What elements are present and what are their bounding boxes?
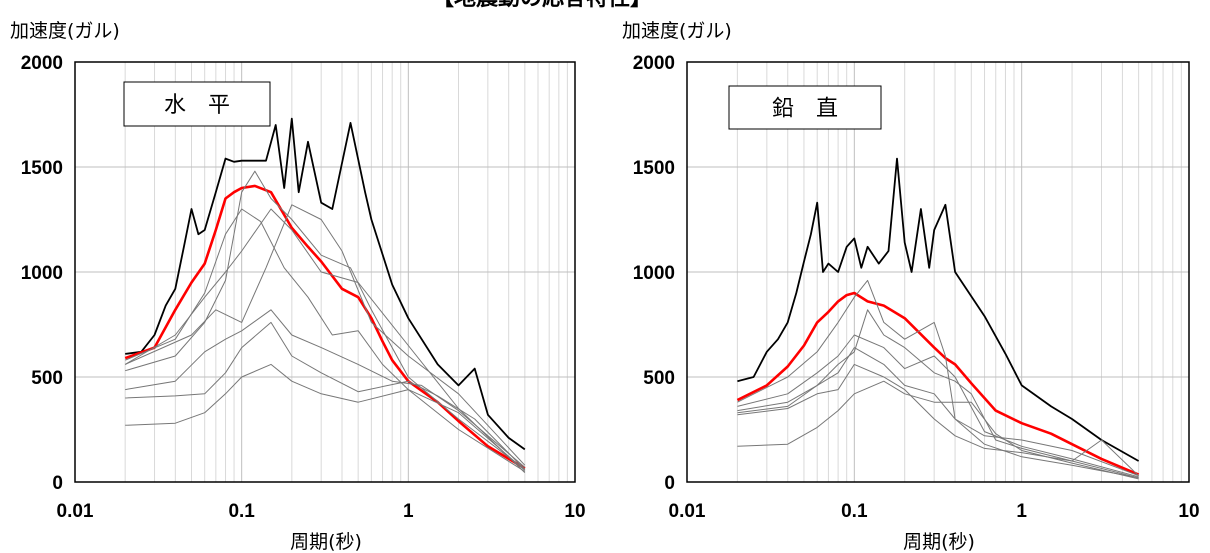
y-axis-label: 加速度(ガル) [10, 20, 120, 42]
y-tick-label: 1000 [633, 263, 675, 284]
series-line-envelope-1 [125, 117, 526, 451]
panel-label: 鉛 直 [772, 97, 838, 122]
series-line-wave-5 [124, 204, 526, 466]
panel-label-box [123, 81, 271, 127]
series-line-average-2 [736, 291, 1140, 476]
y-tick-label: 0 [52, 473, 63, 494]
series-line-wave-4 [125, 170, 526, 470]
chart-panel-1: 水 平 0 500 1000 1500 2000 0.01 0.1 1 10 加速度(ガル) 周期(秒… [10, 20, 586, 553]
series-line-wave-6 [737, 363, 1139, 479]
series-line-wave-8 [125, 363, 526, 471]
y-axis-label: 加速度(ガル) [622, 20, 732, 42]
series-line-wave-7 [125, 321, 526, 470]
series-line-wave-3 [125, 208, 526, 472]
page-title: 【地震動の応答特性】 [432, 0, 652, 11]
series-line-wave-8 [737, 309, 1139, 477]
y-tick-label: 0 [664, 473, 675, 494]
x-tick-label: 0.1 [228, 501, 255, 522]
plot-frame [686, 61, 1190, 483]
x-tick-label: 0.01 [57, 501, 94, 522]
x-tick-label: 10 [564, 501, 585, 522]
series-line-envelope-1 [737, 157, 1140, 462]
panel-label-box [728, 85, 882, 130]
y-tick-label: 1500 [21, 158, 63, 179]
chart-panel-2: 鉛 直 0 500 1000 1500 2000 0.01 0.1 1 10 加速度(ガル) 周期(秒… [622, 20, 1200, 553]
y-tick-label: 1500 [633, 158, 675, 179]
series-line-wave-4 [737, 334, 1139, 478]
x-tick-label: 0.1 [841, 501, 868, 522]
y-tick-label: 2000 [21, 53, 63, 74]
x-tick-label: 10 [1178, 501, 1199, 522]
x-axis-label: 周期(秒) [903, 531, 975, 553]
series-line-wave-7 [737, 380, 1139, 480]
x-tick-label: 0.01 [669, 501, 706, 522]
y-tick-label: 500 [31, 368, 63, 389]
y-tick-label: 1000 [21, 263, 63, 284]
x-axis-label: 周期(秒) [290, 531, 362, 553]
x-tick-label: 1 [1016, 501, 1027, 522]
y-tick-label: 500 [643, 368, 675, 389]
series-line-wave-6 [125, 309, 526, 468]
panel-label: 水 平 [164, 93, 230, 118]
x-tick-label: 1 [403, 501, 414, 522]
page-title-fragment: 【地震動の応答特性】 [432, 0, 852, 11]
series-line-wave-9 [124, 208, 526, 473]
series-line-average-2 [124, 184, 526, 470]
y-tick-label: 2000 [633, 53, 675, 74]
plot-frame [74, 61, 576, 483]
series-line-wave-3 [737, 279, 1139, 479]
